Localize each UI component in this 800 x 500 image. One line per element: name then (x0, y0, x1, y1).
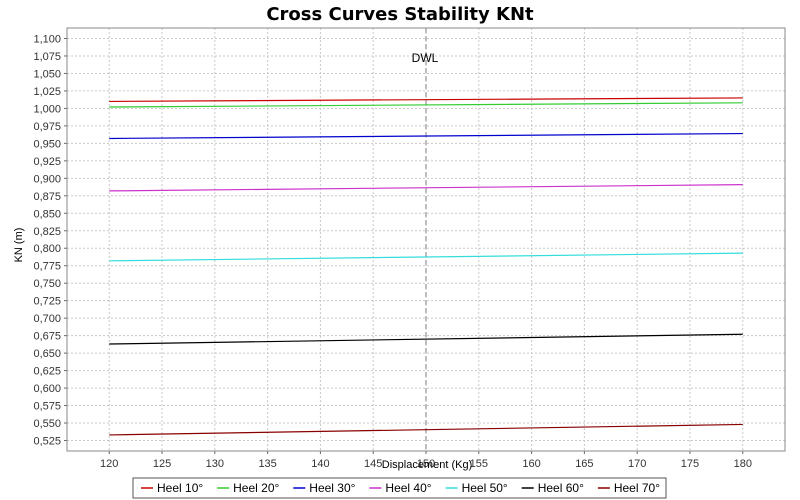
axes (64, 27, 786, 454)
x-tick-label: 130 (206, 458, 224, 470)
x-tick-label: 145 (364, 458, 382, 470)
y-tick-label: 1,025 (33, 86, 61, 98)
y-tick-label: 0,950 (33, 138, 61, 150)
legend-entry: Heel 40° (385, 481, 431, 495)
y-tick-label: 0,700 (33, 313, 61, 325)
tick-labels: 0,525 0,550 0,575 0,600 0,625 0,650 0,675 0,700… (33, 33, 751, 470)
series-line-heel-70 (109, 423, 743, 436)
legend-box (132, 477, 667, 499)
legend-entry: Heel 50° (462, 481, 508, 495)
series-line-heel-10 (109, 97, 743, 103)
series-line-heel-20 (109, 102, 743, 108)
y-tick-label: 1,075 (33, 51, 61, 63)
y-tick-label: 0,675 (33, 331, 61, 343)
y-tick-label: 0,800 (33, 243, 61, 255)
x-axis-label: Displacement (Kg) (382, 459, 472, 471)
legend-entry: Heel 10° (157, 481, 203, 495)
y-tick-label: 0,750 (33, 278, 61, 290)
series-lines (109, 97, 743, 436)
y-tick-label: 0,650 (33, 348, 61, 360)
x-tick-label: 165 (575, 458, 593, 470)
y-tick-label: 0,525 (33, 436, 61, 448)
y-tick-label: 0,725 (33, 296, 61, 308)
series-line-heel-40 (109, 184, 743, 192)
x-tick-label: 170 (628, 458, 646, 470)
y-tick-label: 1,000 (33, 103, 61, 115)
y-tick-label: 0,775 (33, 261, 61, 273)
legend-entry: Heel 30° (309, 481, 355, 495)
y-tick-label: 0,900 (33, 173, 61, 185)
plot-border (66, 27, 786, 452)
y-tick-label: 0,825 (33, 226, 61, 238)
annotations: DWL (412, 28, 439, 451)
x-tick-label: 175 (681, 458, 699, 470)
x-tick-label: 150 (417, 458, 435, 470)
x-tick-label: 140 (311, 458, 329, 470)
series-line-heel-50 (109, 252, 743, 262)
y-tick-label: 0,850 (33, 208, 61, 220)
legend-entry: Heel 70° (614, 481, 660, 495)
y-tick-label: 0,925 (33, 156, 61, 168)
y-tick-label: 0,550 (33, 418, 61, 430)
series-line-heel-60 (109, 333, 743, 345)
y-tick-label: 0,600 (33, 383, 61, 395)
legend-entry: Heel 20° (233, 481, 279, 495)
x-tick-label: 120 (100, 458, 118, 470)
legend: Heel 10° Heel 20° Heel 30° Heel 40° Heel 50°… (132, 477, 667, 499)
series-line-heel-30 (109, 132, 743, 140)
y-tick-label: 0,625 (33, 366, 61, 378)
y-tick-label: 1,100 (33, 33, 61, 45)
y-axis-label: KN (m) (13, 228, 25, 263)
x-tick-label: 160 (522, 458, 540, 470)
legend-entry: Heel 60° (538, 481, 584, 495)
y-tick-label: 1,050 (33, 68, 61, 80)
x-tick-label: 125 (153, 458, 171, 470)
x-tick-label: 135 (258, 458, 276, 470)
y-tick-label: 0,575 (33, 401, 61, 413)
dwl-label: DWL (412, 51, 439, 65)
x-tick-label: 155 (470, 458, 488, 470)
y-tick-label: 0,975 (33, 121, 61, 133)
chart-title: Cross Curves Stability KNt (266, 4, 534, 25)
y-tick-label: 0,875 (33, 191, 61, 203)
x-tick-label: 180 (734, 458, 752, 470)
